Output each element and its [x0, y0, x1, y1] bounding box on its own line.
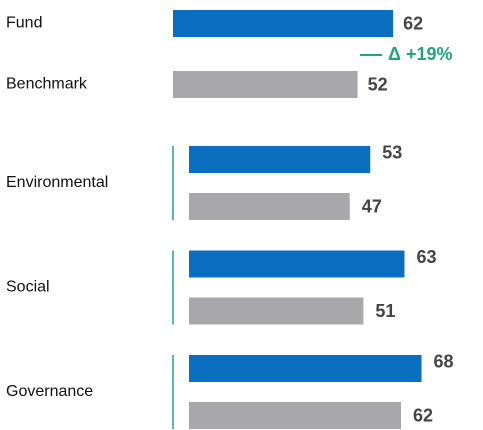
value-label: 63: [416, 247, 436, 267]
bar: [189, 250, 405, 278]
bar: [189, 193, 350, 220]
bar: [189, 146, 371, 173]
value-label: 68: [434, 351, 454, 371]
category-label: Governance: [6, 383, 93, 400]
bar: [189, 355, 422, 382]
bar: [189, 402, 402, 429]
bar: [189, 297, 364, 325]
category-label: Social: [6, 279, 50, 296]
bar: [173, 71, 358, 98]
category-label: Benchmark: [6, 76, 88, 93]
value-label: 51: [375, 301, 395, 321]
delta-annotation: Δ +19%: [388, 44, 452, 64]
value-label: 47: [362, 196, 382, 216]
value-label: 53: [382, 142, 402, 162]
bar: [173, 10, 394, 37]
value-label: 62: [403, 13, 423, 33]
value-label: 62: [413, 405, 433, 425]
category-label: Environmental: [6, 174, 108, 191]
category-label: Fund: [6, 15, 42, 32]
value-label: 52: [368, 74, 388, 94]
